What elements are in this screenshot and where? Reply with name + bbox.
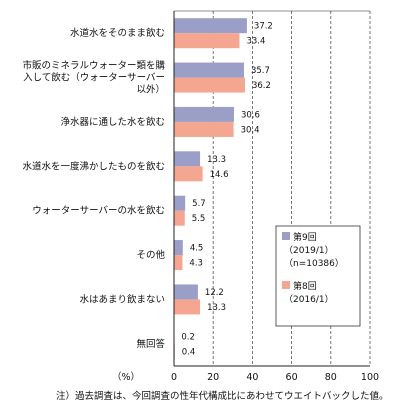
legend-label-1-line-1: 第9回	[293, 231, 317, 243]
value-label-s1-c1: 37.2	[254, 22, 273, 32]
value-label-s1-c5: 5.7	[192, 199, 206, 209]
value-label-s1-c7: 12.2	[205, 288, 224, 298]
category-label-5: ウォーターサーバーの水を飲む	[32, 205, 165, 217]
value-label-s1-c8: 0.2	[181, 332, 195, 342]
x-tick-label-60: 60	[286, 372, 298, 383]
category-label-3: 浄水器に通した水を飲む	[60, 116, 165, 128]
value-label-s2-c3: 30.4	[241, 125, 260, 135]
x-axis-unit-label: （%）	[112, 371, 140, 383]
category-label-6: その他	[136, 249, 165, 261]
value-label-s2-c4: 14.6	[210, 170, 229, 180]
value-label-s2-c7: 13.3	[207, 303, 226, 313]
value-label-s2-c2: 36.2	[252, 81, 271, 91]
category-label-7: 水はあまり飲まない	[79, 293, 165, 305]
legend-swatch-1	[282, 232, 290, 240]
legend-label-2-line-2: （2016/1）	[284, 294, 334, 305]
category-label-1: 水道水をそのまま飲む	[70, 27, 165, 39]
footnote: 注）過去調査は、今回調査の性年代構成比にあわせてウエイトバックした値。	[56, 391, 389, 402]
value-label-s2-c5: 5.5	[192, 214, 206, 224]
legend-box	[275, 225, 361, 327]
bar-s2-c3	[174, 121, 234, 137]
x-tick-label-80: 80	[325, 372, 337, 383]
legend-label-2-line-1: 第8回	[293, 280, 317, 292]
value-label-s2-c1: 33.4	[246, 37, 265, 47]
bar-s1-c4	[174, 151, 201, 167]
value-label-s1-c2: 35.7	[251, 66, 270, 76]
x-tick-label-40: 40	[246, 372, 258, 383]
bar-s1-c5	[174, 195, 186, 211]
bar-s2-c2	[174, 77, 245, 93]
legend-label-1-line-2: （2019/1）	[284, 245, 334, 256]
value-label-s2-c8: 0.4	[182, 347, 196, 357]
category-label-2: 市販のミネラルウォーター類を購入して飲む（ウォーターサーバー以外）	[22, 60, 165, 96]
x-tick-label-20: 20	[207, 372, 219, 383]
bar-s1-c2	[174, 62, 244, 78]
bar-s2-c7	[174, 299, 201, 315]
category-label-8: 無回答	[136, 338, 165, 350]
bar-s2-c4	[174, 166, 203, 182]
x-tick-label-100: 100	[361, 372, 379, 383]
bar-s2-c1	[174, 33, 240, 49]
bar-s1-c3	[174, 106, 234, 122]
bar-s1-c1	[174, 18, 247, 34]
x-tick-label-0: 0	[171, 372, 177, 383]
bar-s2-c5	[174, 210, 185, 226]
value-label-s1-c6: 4.5	[190, 244, 204, 254]
category-label-4: 水道水を一度沸かしたものを飲む	[22, 160, 165, 172]
legend-label-1-line-3: （n=10386）	[284, 258, 344, 269]
bar-s1-c6	[174, 240, 183, 256]
value-label-s1-c4: 13.3	[207, 155, 226, 165]
value-label-s2-c6: 4.3	[189, 259, 203, 269]
value-label-s1-c3: 30.6	[241, 110, 260, 120]
legend-swatch-2	[282, 281, 290, 289]
bar-s2-c6	[174, 255, 183, 271]
bar-s1-c7	[174, 284, 198, 300]
